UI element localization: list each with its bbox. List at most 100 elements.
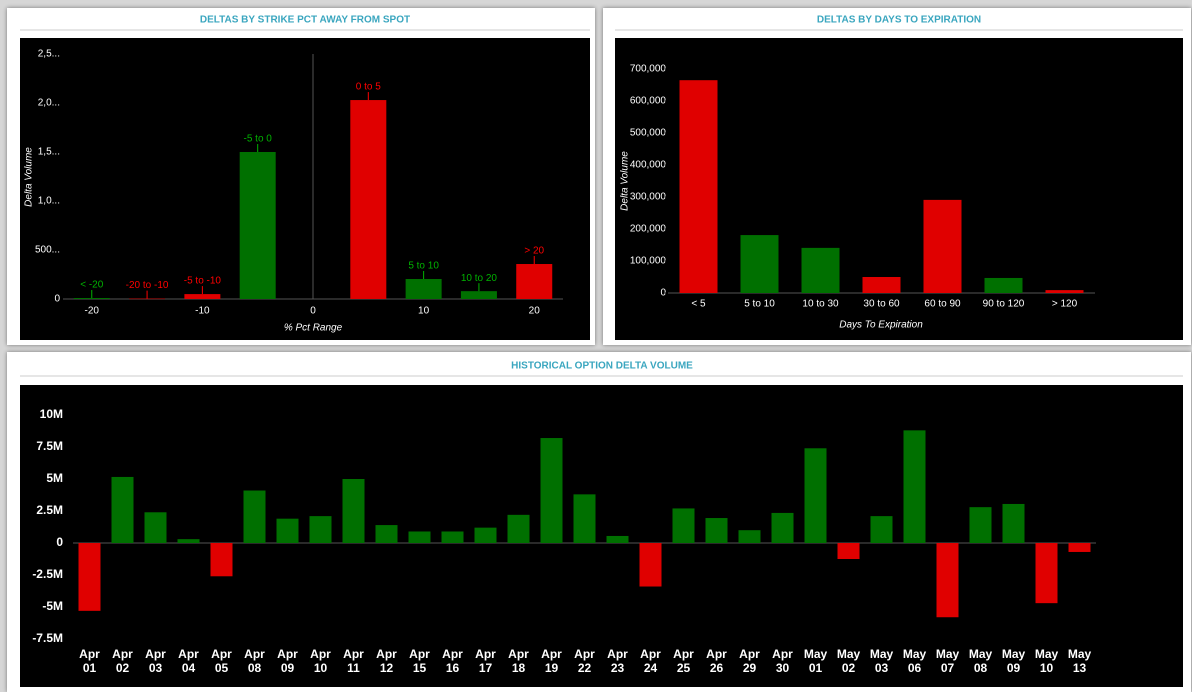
y-axis-title: Delta Volume [24,147,35,207]
x-tick-label: May 10 [1034,647,1059,675]
chart-title: HISTORICAL OPTION DELTA VOLUME [511,361,693,372]
y-tick-label: 0 [56,535,63,549]
bar-label: < -20 [80,280,104,291]
y-tick-label: 0 [660,288,666,299]
x-tick-label: Apr 04 [178,647,199,675]
x-tick-label: Apr 01 [79,647,100,675]
x-tick-label: Apr 11 [343,647,364,675]
y-tick-label: 500,000 [630,128,667,139]
x-tick-label: Apr 12 [376,647,397,675]
x-tick-label: Apr 22 [574,647,595,675]
bar-label: -5 to 0 [244,134,273,145]
bar [801,247,840,293]
x-axis-title: Days To Expiration [839,320,923,331]
bar [342,479,365,543]
y-tick-label: 2,0... [38,98,60,109]
bar [474,527,497,543]
bar [639,543,662,587]
bar [73,298,110,299]
chart-title: DELTAS BY STRIKE PCT AWAY FROM SPOT [200,15,410,26]
bar [870,516,893,543]
x-tick-label: Apr 08 [244,647,265,675]
bar [350,100,387,299]
bar [740,235,779,293]
bar [936,543,959,618]
bar [144,512,167,543]
bar-label: > 20 [524,246,544,257]
bar [441,531,464,543]
plot-bg [20,38,590,340]
y-tick-label: 400,000 [630,160,667,171]
x-tick-label: 20 [529,306,541,317]
bar [309,516,332,543]
y-tick-label: 5M [46,471,63,485]
y-tick-label: 0 [54,294,60,305]
bar [984,277,1023,293]
bar [516,264,553,299]
x-tick-label: 10 [418,306,430,317]
x-tick-label: > 120 [1052,299,1078,310]
x-tick-label: -20 [85,306,100,317]
bar [969,507,992,543]
bar [1068,543,1091,552]
x-tick-label: 10 to 30 [802,299,839,310]
y-tick-label: -2.5M [32,567,63,581]
x-tick-label: 30 to 60 [863,299,900,310]
x-tick-label: 60 to 90 [924,299,961,310]
bar [903,430,926,543]
x-tick-label: May 13 [1067,647,1092,675]
bar-label: -20 to -10 [126,280,169,291]
x-tick-label: Apr 09 [277,647,298,675]
x-tick-label: 90 to 120 [983,299,1025,310]
x-tick-label: 0 [310,306,316,317]
y-tick-label: -5M [42,599,63,613]
bar [705,518,728,543]
bar-label: 0 to 5 [356,82,381,93]
bar [1035,543,1058,604]
x-tick-label: May 03 [869,647,894,675]
bar [804,448,827,543]
x-tick-label: Apr 02 [112,647,133,675]
bar [239,152,276,299]
x-tick-label: Apr 29 [739,647,760,675]
bar [837,543,860,559]
bar [679,80,718,293]
chart-title: DELTAS BY DAYS TO EXPIRATION [817,15,981,26]
bar [507,514,530,543]
bar [923,199,962,293]
x-axis-title: % Pct Range [284,323,343,334]
y-tick-label: 300,000 [630,192,667,203]
y-tick-label: 7.5M [36,439,63,453]
bar [177,539,200,543]
y-tick-label: 2.5M [36,503,63,517]
bar [460,291,497,299]
y-tick-label: 100,000 [630,256,667,267]
x-tick-label: Apr 25 [673,647,694,675]
x-tick-label: Apr 05 [211,647,232,675]
y-tick-label: 2,5... [38,49,60,60]
x-tick-label: Apr 30 [772,647,793,675]
x-tick-label: May 06 [902,647,927,675]
bar [862,277,901,293]
bar [771,512,794,543]
x-tick-label: Apr 15 [409,647,430,675]
y-tick-label: 1,0... [38,196,60,207]
bar [375,525,398,543]
x-tick-label: May 07 [935,647,960,675]
x-tick-label: < 5 [691,299,706,310]
x-tick-label: Apr 17 [475,647,496,675]
bar [276,518,299,543]
bar-label: 5 to 10 [408,261,439,272]
x-tick-label: Apr 18 [508,647,529,675]
bar [111,476,134,543]
bar-label: -5 to -10 [184,276,222,287]
x-tick-label: Apr 19 [541,647,562,675]
x-tick-label: Apr 23 [607,647,628,675]
y-tick-label: 700,000 [630,64,667,75]
bar [408,531,431,543]
bar [540,438,563,543]
bar [78,543,101,611]
x-tick-label: Apr 16 [442,647,463,675]
x-tick-label: May 09 [1001,647,1026,675]
